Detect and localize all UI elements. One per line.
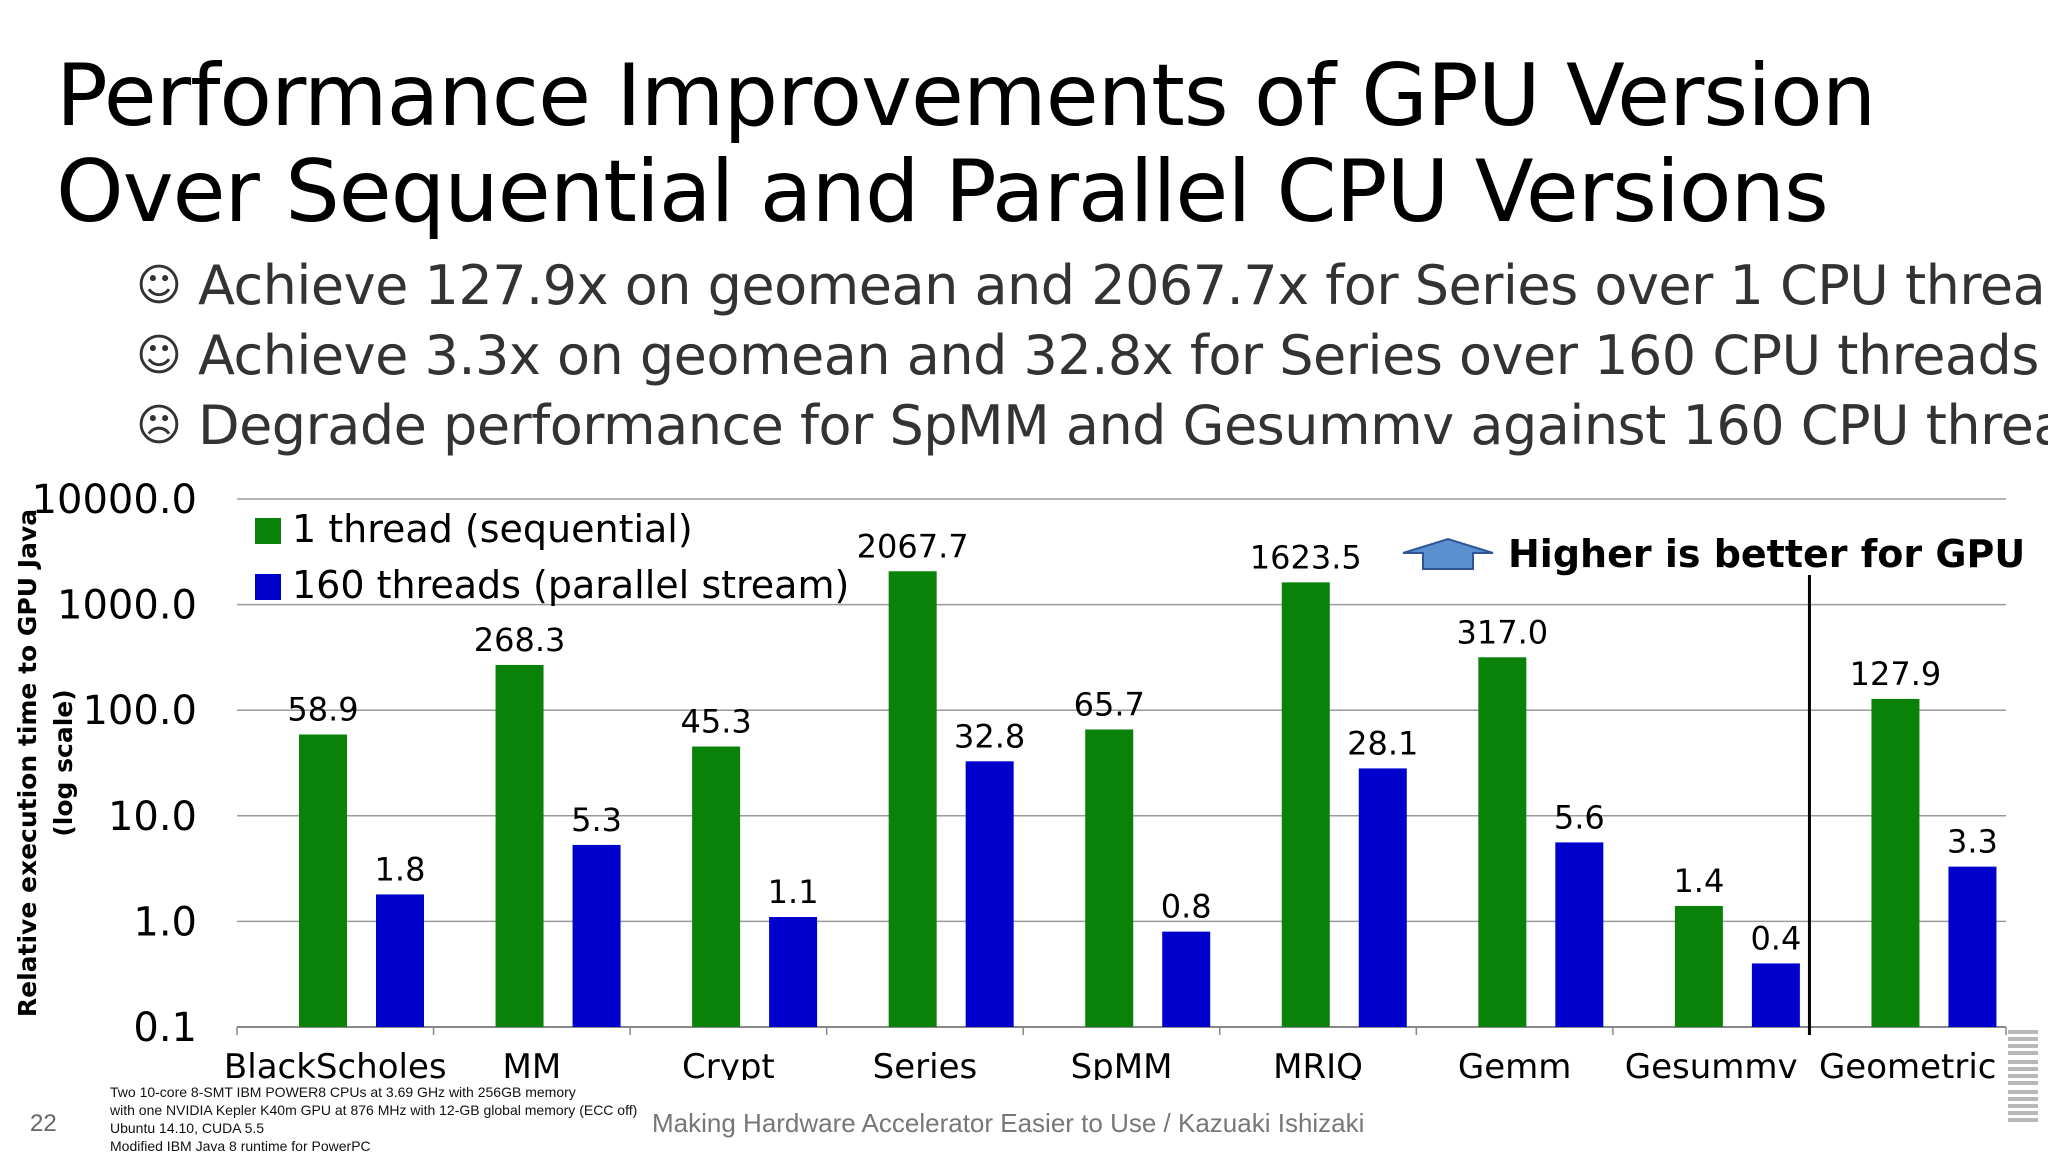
data-label: 0.8 (1161, 888, 1212, 926)
bar (888, 571, 937, 1027)
x-category-label: Series (873, 1047, 978, 1080)
x-category-label: MM (502, 1047, 561, 1080)
bar (1281, 582, 1330, 1027)
y-tick-label: 10000.0 (32, 477, 197, 523)
title-line-1: Performance Improvements of GPU Version (56, 46, 1876, 146)
data-label: 1.8 (375, 850, 426, 888)
y-axis-label: Relative execution time to GPU Java (13, 509, 42, 1017)
footnote-line: Two 10-core 8-SMT IBM POWER8 CPUs at 3.6… (110, 1084, 576, 1100)
bar (299, 734, 347, 1027)
bar (495, 664, 544, 1027)
smiley-face-icon: ☺ (136, 329, 182, 381)
frowning-face-icon: ☹ (136, 399, 182, 451)
page-number: 22 (30, 1110, 57, 1137)
bar (376, 894, 424, 1027)
data-label: 5.6 (1554, 798, 1605, 836)
data-label: 2067.7 (857, 527, 969, 565)
up-arrow-icon (1402, 537, 1494, 570)
bar (1674, 905, 1723, 1027)
footnote-line: Ubuntu 14.10, CUDA 5.5 (110, 1120, 265, 1136)
y-tick-label: 100.0 (82, 688, 197, 734)
y-tick-label: 0.1 (133, 1005, 197, 1051)
data-label: 58.9 (287, 690, 358, 728)
footnote-line: with one NVIDIA Kepler K40m GPU at 876 M… (110, 1102, 638, 1118)
title-line-2: Over Sequential and Parallel CPU Version… (56, 142, 1829, 242)
presenter-footer: Making Hardware Accelerator Easier to Us… (652, 1108, 1365, 1138)
x-category-label: MRIQ (1273, 1047, 1363, 1080)
data-label: 268.3 (474, 621, 566, 659)
footnote-line: Modified IBM Java 8 runtime for PowerPC (110, 1138, 371, 1154)
data-label: 1623.5 (1250, 538, 1362, 576)
bullet-text: Achieve 3.3x on geomean and 32.8x for Se… (198, 323, 2039, 387)
data-label: 0.4 (1750, 919, 1801, 957)
data-label: 5.3 (571, 801, 622, 839)
bullet-item: ☹ Degrade performance for SpMM and Gesum… (136, 390, 2048, 460)
data-label: 65.7 (1074, 685, 1145, 723)
legend-swatch (255, 574, 281, 600)
bullet-item: ☺ Achieve 127.9x on geomean and 2067.7x … (136, 250, 2048, 320)
data-label: 45.3 (680, 703, 751, 741)
bar (1948, 866, 1997, 1027)
bullet-text: Degrade performance for SpMM and Gesummv… (198, 393, 2048, 457)
bar (1751, 963, 1800, 1027)
data-label: 1.1 (768, 873, 819, 911)
smiley-face-icon: ☺ (136, 259, 182, 311)
y-tick-label: 10.0 (108, 794, 197, 840)
bar (692, 746, 741, 1027)
y-axis-label: (log scale) (49, 689, 78, 836)
x-category-label: Gesummv (1625, 1047, 1798, 1080)
y-tick-label: 1.0 (133, 899, 197, 945)
bar (1358, 768, 1407, 1027)
bar (1555, 842, 1604, 1027)
chart-annotation: Higher is better for GPU (1508, 532, 2025, 576)
x-category-label: BlackScholes (224, 1047, 447, 1080)
data-label: 127.9 (1850, 655, 1942, 693)
bar-chart: 10000.0 1000.0 100.0 10.0 1.0 0.1 58.9 1.8 Black… (13, 477, 2025, 1080)
bar (1478, 657, 1527, 1027)
data-label: 32.8 (954, 717, 1025, 755)
bullet-item: ☺ Achieve 3.3x on geomean and 32.8x for … (136, 320, 2048, 390)
ibm-logo (2008, 1030, 2038, 1122)
x-category-label: Geometric (1819, 1047, 1997, 1080)
data-label: 28.1 (1347, 724, 1418, 762)
bar (965, 761, 1014, 1027)
slide-title: Performance Improvements of GPU Version … (56, 46, 1876, 242)
bar (769, 917, 818, 1027)
data-label: 3.3 (1947, 823, 1998, 861)
x-category-label: Crypt (682, 1047, 775, 1080)
legend-label: 1 thread (sequential) (292, 507, 693, 551)
bar (1871, 698, 1920, 1027)
legend-swatch (255, 518, 281, 544)
y-tick-label: 1000.0 (57, 583, 197, 629)
x-category-label: Gemm (1458, 1047, 1572, 1080)
bar (572, 844, 621, 1027)
bullet-text: Achieve 127.9x on geomean and 2067.7x fo… (198, 253, 2048, 317)
legend-label: 160 threads (parallel stream) (292, 563, 849, 607)
data-label: 1.4 (1673, 862, 1724, 900)
x-category-label: SpMM (1071, 1047, 1173, 1080)
data-label: 317.0 (1457, 613, 1549, 651)
bar (1162, 931, 1211, 1027)
footnote: Two 10-core 8-SMT IBM POWER8 CPUs at 3.6… (110, 1083, 637, 1155)
bar (1085, 729, 1134, 1027)
bullet-list: ☺ Achieve 127.9x on geomean and 2067.7x … (136, 250, 2048, 460)
